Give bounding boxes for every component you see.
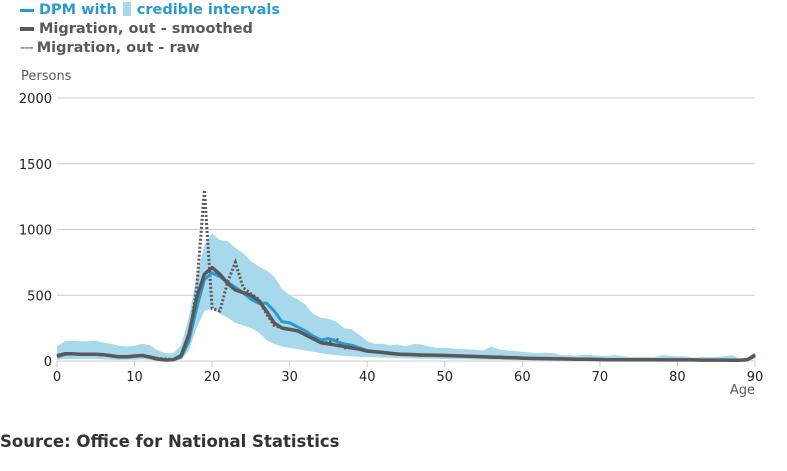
x-tick-label: 40 [359,370,376,385]
source-note: Source: Office for National Statistics [0,432,340,451]
x-tick-label: 90 [747,370,764,385]
legend-item-raw: --- Migration, out - raw [20,39,280,58]
x-tick-label: 50 [437,370,454,385]
legend-ci-label: credible intervals [136,2,280,18]
y-tick-label: 1500 [19,158,52,173]
legend-item-dpm: DPM with credible intervals [20,1,280,20]
credible-interval-band [57,233,755,361]
credible-interval-swatch-icon [122,2,131,16]
raw-line [56,189,756,362]
y-tick-label: 500 [27,289,52,304]
raw-swatch-icon: --- [20,40,34,56]
y-axis-label: Persons [21,69,72,84]
x-tick-label: 20 [204,370,221,385]
x-tick-label: 10 [126,370,143,385]
legend-dpm-label: DPM with [39,2,117,18]
dpm-swatch-icon [20,8,34,12]
y-tick-label: 2000 [19,92,52,107]
legend-smoothed-label: Migration, out - smoothed [39,21,253,37]
x-tick-label: 60 [514,370,531,385]
x-tick-label: 80 [669,370,686,385]
smoothed-swatch-icon [20,27,34,31]
legend: DPM with credible intervals Migration, ou… [20,1,280,58]
x-tick-label: 0 [53,370,61,385]
x-axis-label: Age [730,383,755,398]
legend-raw-label: Migration, out - raw [36,40,200,56]
gridlines [56,97,756,367]
y-tick-labels: 0 500 1000 1500 2000 [19,92,52,370]
y-tick-label: 1000 [19,224,52,239]
x-tick-label: 70 [592,370,609,385]
smoothed-line [56,265,756,363]
x-tick-labels: 0 10 20 30 40 50 60 70 80 90 [53,370,763,385]
y-tick-label: 0 [44,355,52,370]
legend-item-smoothed: Migration, out - smoothed [20,20,280,39]
x-tick-label: 30 [281,370,298,385]
